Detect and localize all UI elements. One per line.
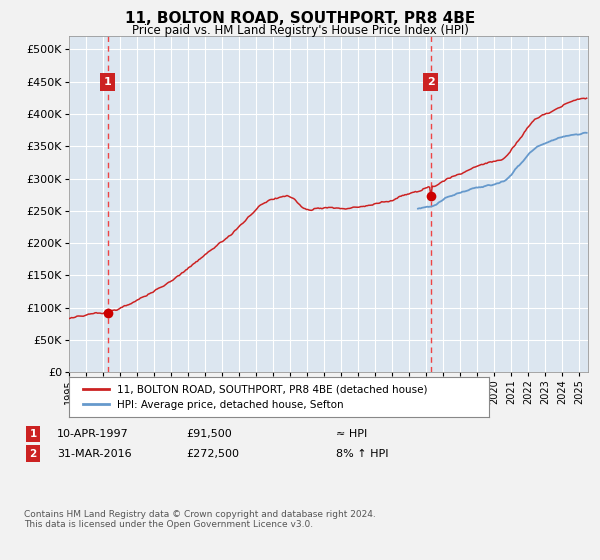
Text: Price paid vs. HM Land Registry's House Price Index (HPI): Price paid vs. HM Land Registry's House … xyxy=(131,24,469,36)
Legend: 11, BOLTON ROAD, SOUTHPORT, PR8 4BE (detached house), HPI: Average price, detach: 11, BOLTON ROAD, SOUTHPORT, PR8 4BE (det… xyxy=(79,380,431,414)
Text: £272,500: £272,500 xyxy=(186,449,239,459)
Text: 2: 2 xyxy=(29,449,37,459)
Text: £91,500: £91,500 xyxy=(186,429,232,439)
Text: 1: 1 xyxy=(104,77,112,87)
Text: 10-APR-1997: 10-APR-1997 xyxy=(57,429,129,439)
Text: Contains HM Land Registry data © Crown copyright and database right 2024.
This d: Contains HM Land Registry data © Crown c… xyxy=(24,510,376,529)
Text: 1: 1 xyxy=(29,429,37,439)
Text: 2: 2 xyxy=(427,77,434,87)
Text: ≈ HPI: ≈ HPI xyxy=(336,429,367,439)
Text: 8% ↑ HPI: 8% ↑ HPI xyxy=(336,449,389,459)
Text: 11, BOLTON ROAD, SOUTHPORT, PR8 4BE: 11, BOLTON ROAD, SOUTHPORT, PR8 4BE xyxy=(125,11,475,26)
Text: 31-MAR-2016: 31-MAR-2016 xyxy=(57,449,131,459)
